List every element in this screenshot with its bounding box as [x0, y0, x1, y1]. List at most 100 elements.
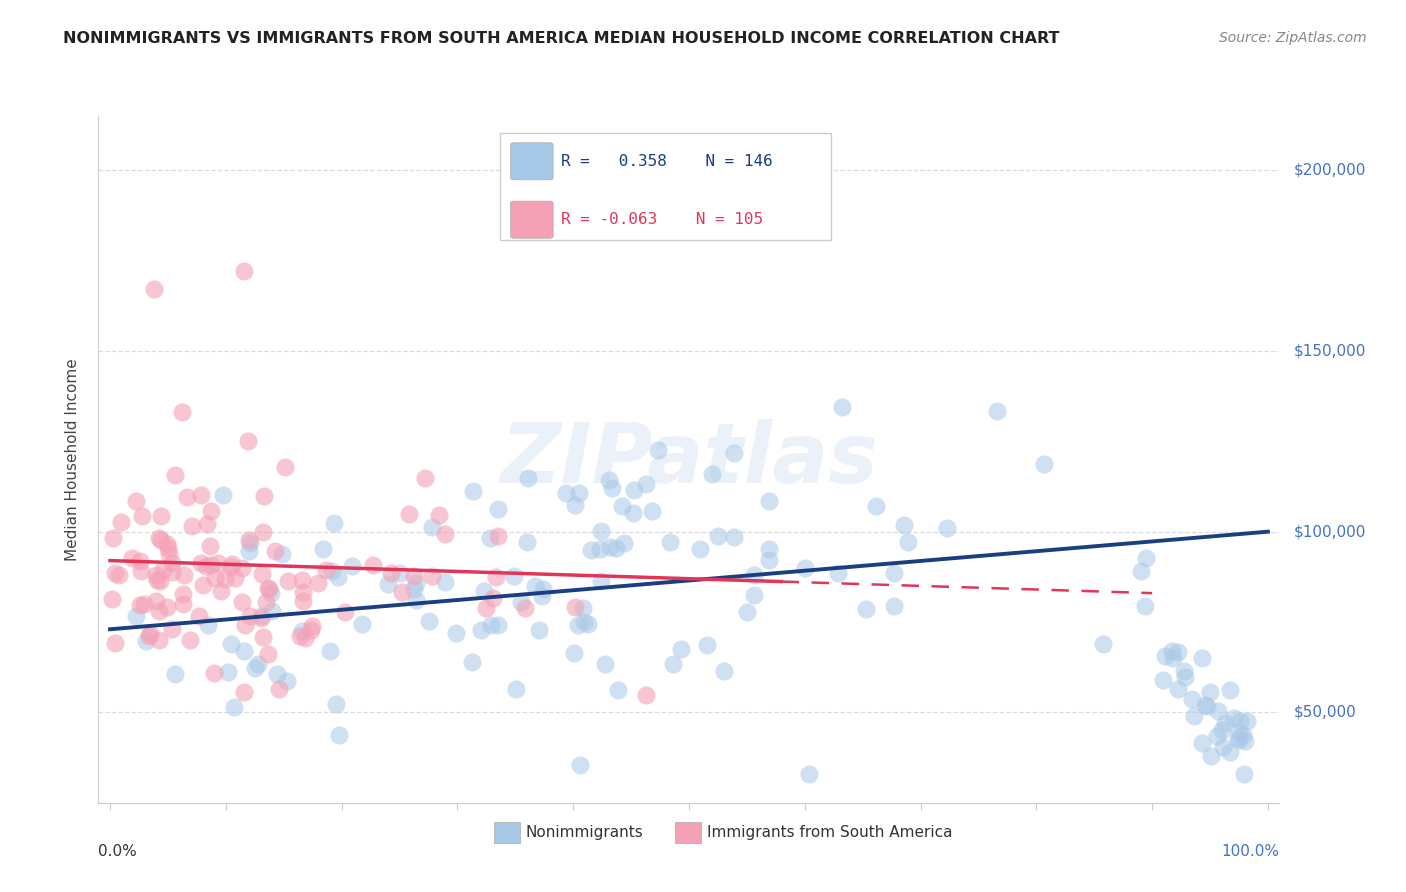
- Point: [1199, 685, 1222, 699]
- Point: [434, 574, 457, 589]
- Point: [405, 576, 427, 591]
- Point: [388, 566, 411, 580]
- Point: [723, 445, 745, 459]
- Point: [485, 569, 508, 583]
- Point: [636, 477, 658, 491]
- Point: [290, 624, 312, 639]
- Point: [162, 622, 184, 636]
- Point: [128, 598, 150, 612]
- Point: [200, 558, 222, 572]
- Point: [600, 481, 623, 495]
- Text: Immigrants from South America: Immigrants from South America: [707, 825, 952, 840]
- Point: [233, 264, 256, 278]
- Point: [1153, 648, 1175, 663]
- Point: [108, 567, 131, 582]
- Point: [883, 599, 905, 613]
- Point: [301, 623, 323, 637]
- Point: [1191, 651, 1213, 665]
- Point: [224, 571, 246, 585]
- Point: [204, 665, 226, 680]
- Point: [190, 556, 212, 570]
- Point: [564, 600, 586, 615]
- Point: [291, 584, 314, 599]
- Point: [150, 509, 173, 524]
- Point: [461, 655, 484, 669]
- Point: [134, 598, 156, 612]
- Point: [591, 524, 613, 538]
- Point: [219, 560, 242, 574]
- Point: [513, 601, 536, 615]
- Point: [1130, 564, 1153, 578]
- Point: [101, 531, 124, 545]
- Point: [252, 630, 274, 644]
- Point: [150, 533, 173, 547]
- Point: [647, 442, 669, 457]
- Text: R =   0.358    N = 146: R = 0.358 N = 146: [561, 153, 773, 169]
- Point: [758, 553, 780, 567]
- Point: [1033, 457, 1056, 471]
- Point: [176, 491, 198, 505]
- Point: [606, 682, 628, 697]
- Point: [217, 665, 239, 679]
- Point: [257, 647, 280, 661]
- Point: [290, 629, 312, 643]
- Point: [361, 558, 384, 572]
- Point: [236, 434, 259, 449]
- Point: [333, 605, 356, 619]
- Point: [200, 540, 222, 554]
- Point: [505, 682, 527, 697]
- Point: [742, 568, 765, 582]
- Point: [516, 534, 538, 549]
- Point: [564, 498, 586, 512]
- Point: [148, 604, 170, 618]
- Point: [325, 697, 347, 711]
- Point: [799, 766, 821, 780]
- Point: [173, 568, 195, 582]
- Point: [146, 574, 169, 588]
- Point: [104, 566, 127, 580]
- Point: [1195, 699, 1218, 714]
- Point: [572, 615, 595, 629]
- Point: [274, 459, 297, 474]
- Point: [662, 657, 685, 671]
- Point: [162, 565, 184, 579]
- Point: [204, 571, 226, 585]
- Point: [1229, 714, 1251, 728]
- Point: [149, 574, 172, 588]
- Point: [758, 493, 780, 508]
- Text: Source: ZipAtlas.com: Source: ZipAtlas.com: [1219, 31, 1367, 45]
- Point: [129, 554, 152, 568]
- Text: ZIPatlas: ZIPatlas: [501, 419, 877, 500]
- Point: [482, 591, 505, 605]
- Point: [110, 516, 132, 530]
- Point: [855, 601, 877, 615]
- Point: [568, 757, 591, 772]
- Point: [623, 483, 645, 497]
- Point: [160, 556, 183, 570]
- Point: [157, 548, 180, 562]
- Point: [793, 561, 815, 575]
- Point: [138, 627, 160, 641]
- Point: [391, 585, 413, 599]
- Text: Nonimmigrants: Nonimmigrants: [526, 825, 644, 840]
- Point: [572, 600, 595, 615]
- Point: [1234, 734, 1257, 748]
- Point: [233, 684, 256, 698]
- Point: [101, 591, 124, 606]
- FancyBboxPatch shape: [675, 822, 700, 843]
- Point: [472, 583, 495, 598]
- Point: [238, 543, 260, 558]
- Point: [190, 488, 212, 502]
- Point: [163, 667, 186, 681]
- Point: [124, 609, 146, 624]
- Point: [420, 520, 443, 534]
- Point: [1219, 745, 1241, 759]
- Point: [475, 601, 498, 615]
- Point: [291, 573, 314, 587]
- Point: [689, 541, 711, 556]
- Point: [249, 609, 271, 624]
- Point: [231, 595, 253, 609]
- Point: [155, 599, 177, 614]
- Point: [233, 644, 256, 658]
- Point: [179, 632, 201, 647]
